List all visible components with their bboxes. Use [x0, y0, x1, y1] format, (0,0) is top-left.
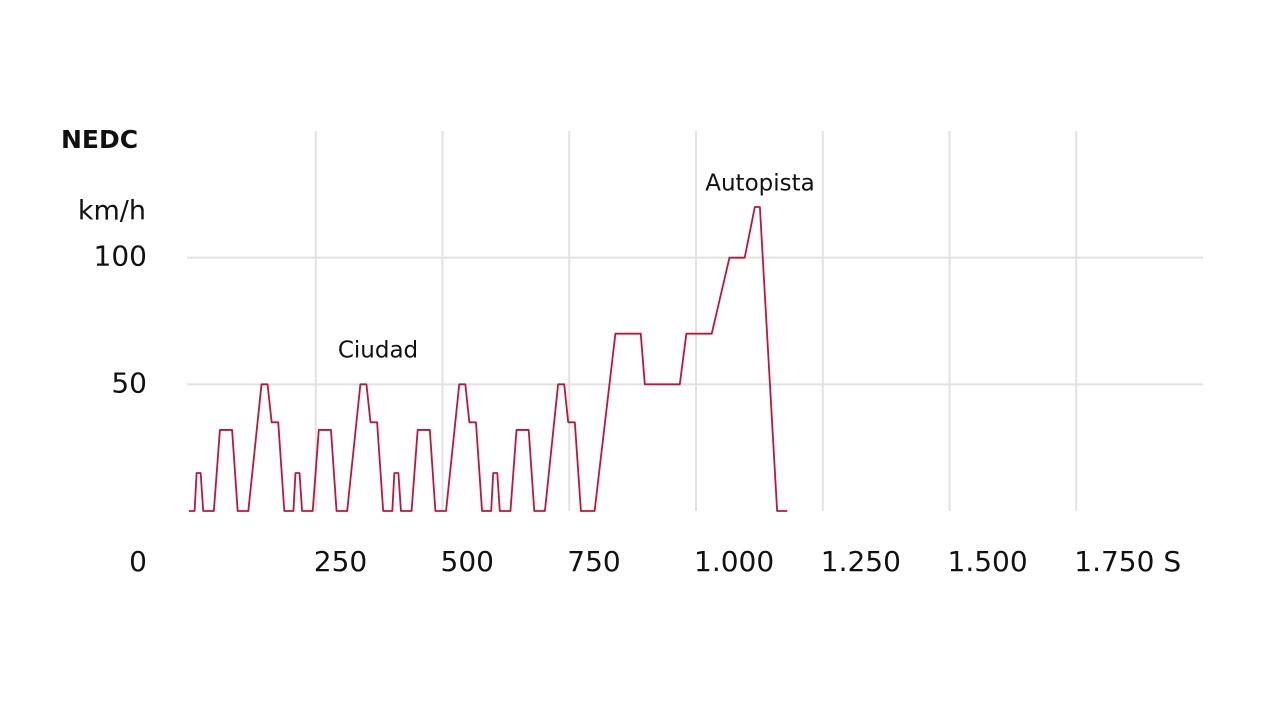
x-tick-label: 750 — [567, 545, 620, 578]
x-tick-label: 1.250 — [821, 545, 901, 578]
y-tick-label: 100 — [94, 240, 147, 273]
annotation: Autopista — [705, 171, 815, 197]
y-tick-label: 0 — [129, 545, 147, 578]
x-tick-label: 1.500 — [948, 545, 1028, 578]
x-tick-label: 250 — [314, 545, 367, 578]
y-axis-label: km/h — [78, 196, 146, 227]
x-axis-unit: S — [1163, 545, 1181, 578]
y-tick-label: 50 — [111, 366, 147, 399]
x-tick-label: 500 — [441, 545, 494, 578]
chart-title: NEDC — [61, 125, 138, 154]
data-line — [189, 206, 788, 512]
x-tick-label: 1.750 — [1074, 545, 1154, 578]
annotation: Ciudad — [338, 338, 418, 364]
x-tick-label: 1.000 — [694, 545, 774, 578]
